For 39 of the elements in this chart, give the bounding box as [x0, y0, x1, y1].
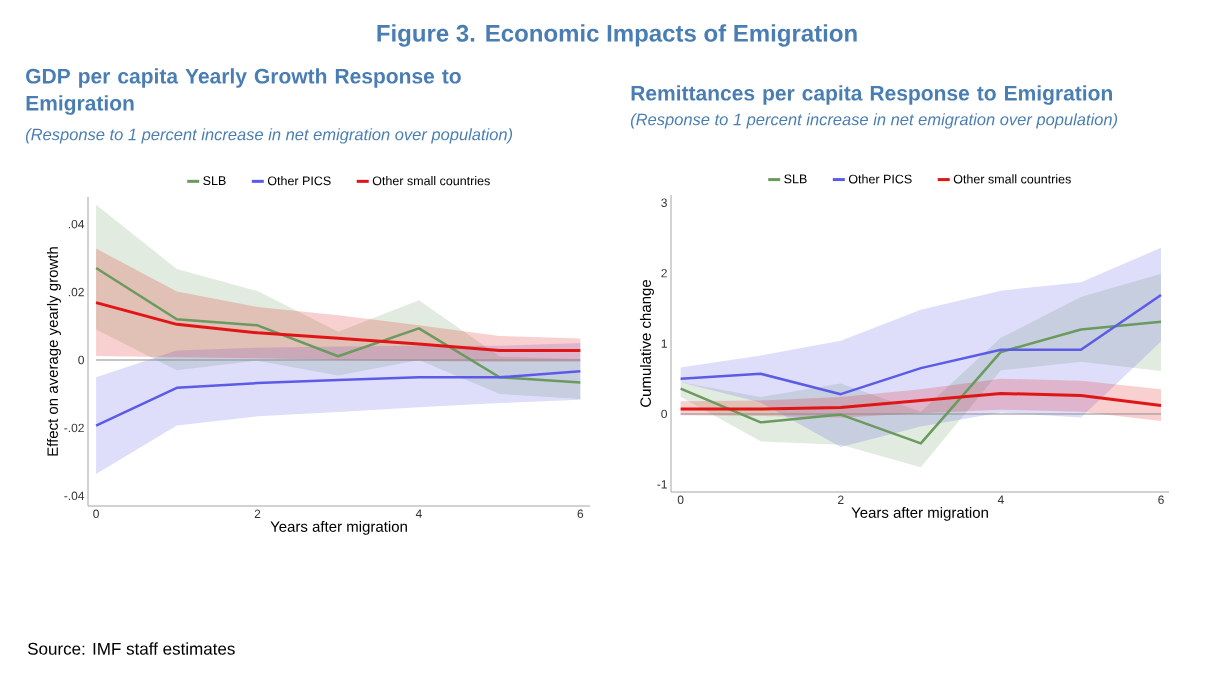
y-tick-label: 3: [661, 198, 667, 207]
y-axis-title: Cumulative change: [639, 280, 654, 407]
legend-label: Other PICS: [848, 174, 912, 184]
chart-subtitle: (Response to 1 percent increase in net emigration over population): [25, 128, 513, 144]
x-tick-label: 0: [677, 495, 684, 505]
x-tick-label: 6: [577, 509, 584, 519]
legend-label: Other PICS: [267, 176, 331, 186]
y-tick-label: -1: [657, 480, 667, 489]
y-tick-label: 2: [661, 268, 667, 278]
line-series: [94, 266, 582, 384]
legend-label: Other small countries: [953, 174, 1071, 184]
x-tick-label: 4: [997, 495, 1004, 504]
line-series: [679, 293, 1163, 396]
line-series: [94, 301, 582, 352]
y-tick-label: 0: [78, 355, 85, 365]
legend-label: SLB: [203, 176, 226, 186]
x-tick-label: 2: [838, 495, 844, 504]
caption: Figure 3. Economic Impacts of Emigration: [377, 24, 857, 47]
legend-label: SLB: [784, 174, 807, 184]
x-tick-label: 2: [254, 509, 261, 518]
x-tick-label: 6: [1158, 495, 1164, 505]
chart-title: Remittances per capita Response to Emigration: [631, 85, 1112, 105]
x-tick-label: 4: [415, 509, 422, 518]
y-tick-label: .02: [68, 287, 84, 297]
y-tick-label: .04: [68, 219, 85, 229]
x-axis-title: Years after migration: [270, 520, 407, 535]
line-series: [94, 369, 582, 427]
chart-title: GDP per capita Yearly Growth Response to Emigration: [26, 68, 461, 115]
legend-label: Other small countries: [372, 176, 490, 186]
source-note: Source: IMF staff estimates: [27, 642, 235, 655]
x-axis-title: Years after migration: [851, 506, 988, 521]
chart-subtitle: (Response to 1 percent increase in net emigration over population): [630, 113, 1118, 129]
y-axis-title: Effect on average yearly growth: [46, 247, 61, 456]
y-tick-label: 1: [661, 339, 667, 348]
x-tick-label: 0: [93, 509, 99, 519]
y-tick-label: 0: [661, 409, 668, 419]
y-tick-label: -.02: [64, 423, 84, 433]
line-series: [679, 320, 1163, 445]
y-tick-label: -.04: [64, 491, 85, 501]
